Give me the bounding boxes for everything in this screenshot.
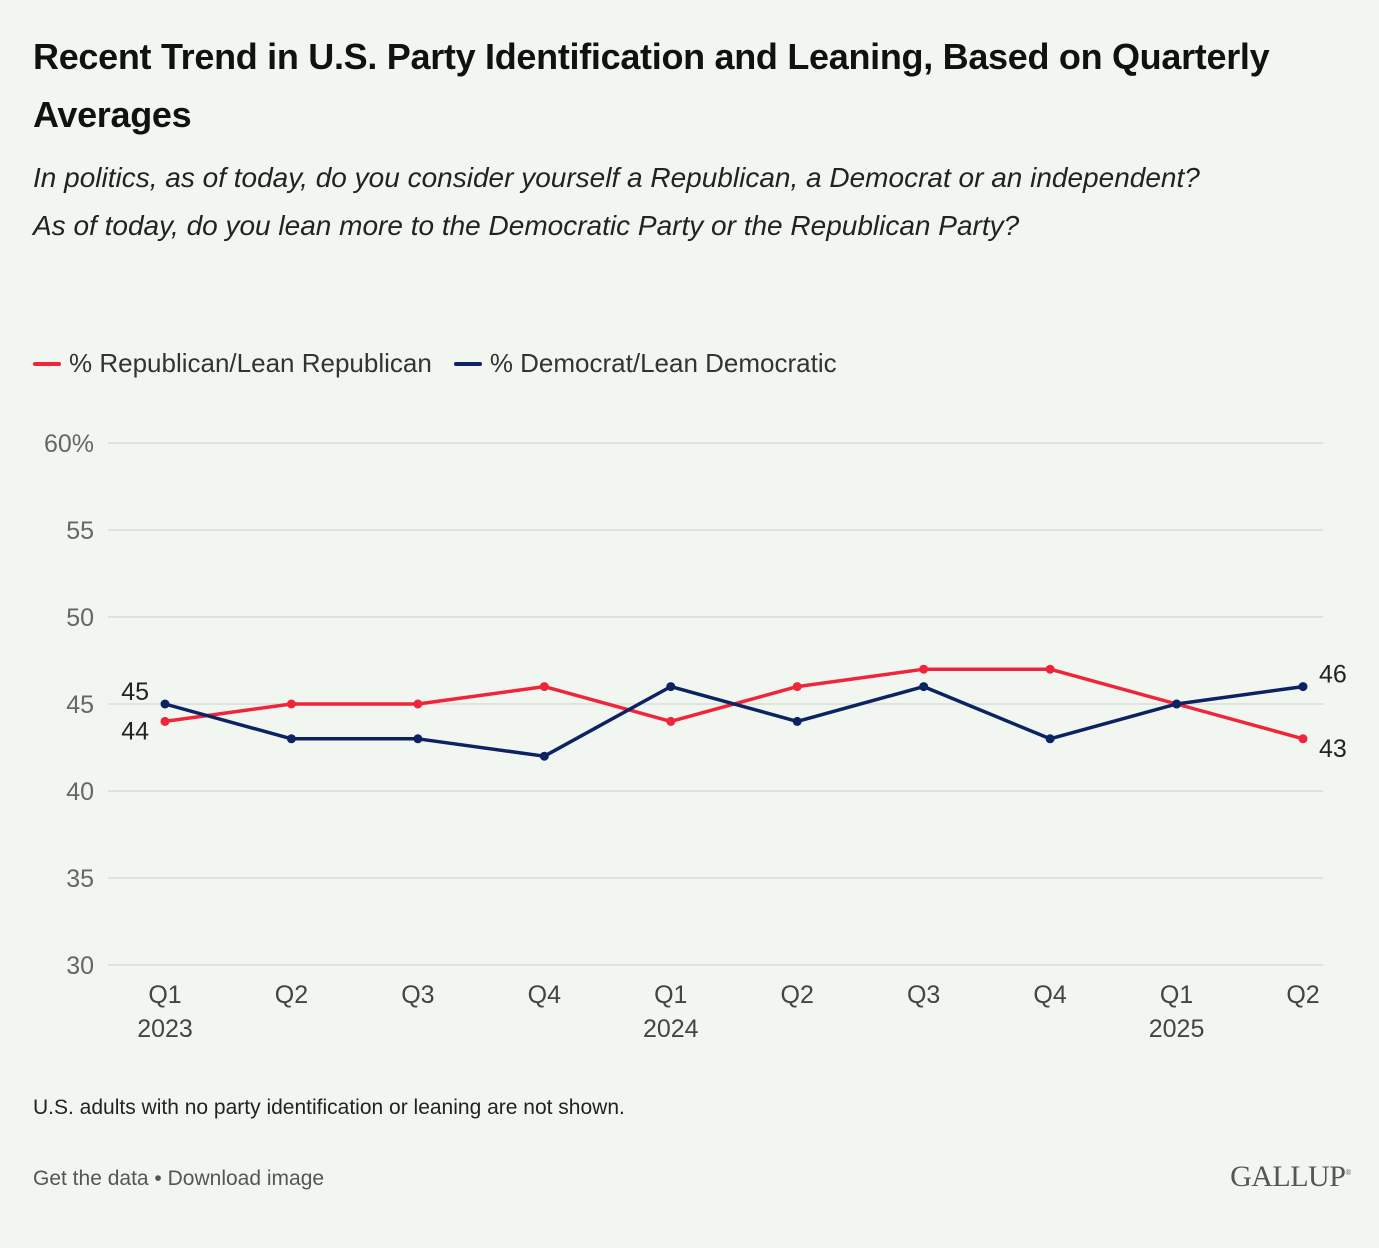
data-point-democrat bbox=[1045, 734, 1055, 744]
x-tick-label: Q1 bbox=[1160, 981, 1193, 1009]
footer-links: Get the data • Download image bbox=[33, 1167, 324, 1191]
data-point-republican bbox=[286, 699, 296, 709]
data-point-republican bbox=[1045, 664, 1055, 674]
chart-subtitle: In politics, as of today, do you conside… bbox=[33, 154, 1283, 250]
data-point-republican bbox=[413, 699, 423, 709]
x-tick-label: Q2 bbox=[1286, 981, 1319, 1009]
data-point-democrat bbox=[1298, 682, 1308, 692]
y-tick-label: 50 bbox=[66, 604, 94, 632]
data-label: 46 bbox=[1319, 661, 1347, 689]
data-point-republican bbox=[666, 716, 676, 726]
legend-label: % Republican/Lean Republican bbox=[69, 348, 432, 378]
gallup-logo: GALLUP® bbox=[1230, 1160, 1351, 1193]
data-point-republican bbox=[1298, 734, 1308, 744]
x-tick-label: Q3 bbox=[401, 981, 434, 1009]
y-tick-label: 30 bbox=[66, 952, 94, 980]
legend-item-republican: % Republican/Lean Republican bbox=[33, 348, 432, 379]
legend-swatch bbox=[453, 361, 482, 366]
chart-title: Recent Trend in U.S. Party Identificatio… bbox=[33, 36, 1270, 135]
series-line-democrat bbox=[164, 684, 1304, 758]
subtitle-line: In politics, as of today, do you conside… bbox=[33, 162, 1200, 193]
y-tick-label: 45 bbox=[66, 691, 94, 719]
y-tick-label: 35 bbox=[66, 865, 94, 893]
chart-note: U.S. adults with no party identification… bbox=[33, 1096, 625, 1119]
x-tick-label: Q3 bbox=[907, 981, 940, 1009]
x-tick-label: 2023 bbox=[137, 1015, 193, 1043]
data-point-republican bbox=[792, 682, 802, 692]
data-label: 43 bbox=[1319, 735, 1347, 763]
y-tick-label: 55 bbox=[66, 517, 94, 545]
logo-text: GALLUP bbox=[1230, 1160, 1346, 1193]
x-tick-label: Q1 bbox=[148, 981, 181, 1009]
y-tick-label: 40 bbox=[66, 778, 94, 806]
data-label: 45 bbox=[121, 678, 149, 706]
get-data-link[interactable]: Get the data bbox=[33, 1167, 149, 1190]
data-label: 44 bbox=[121, 717, 149, 745]
x-tick-label: 2024 bbox=[643, 1015, 699, 1043]
data-point-republican bbox=[919, 664, 929, 674]
x-tick-label: Q4 bbox=[1033, 981, 1066, 1009]
data-point-democrat bbox=[666, 682, 676, 692]
x-tick-label: 2025 bbox=[1149, 1015, 1205, 1043]
data-point-democrat bbox=[539, 751, 549, 761]
x-tick-label: Q2 bbox=[275, 981, 308, 1009]
data-point-democrat bbox=[792, 716, 802, 726]
legend: % Republican/Lean Republican % Democrat/… bbox=[33, 348, 837, 379]
data-point-democrat bbox=[160, 699, 170, 709]
y-tick-label: 60% bbox=[44, 430, 94, 458]
data-point-republican bbox=[539, 682, 549, 692]
x-tick-label: Q1 bbox=[654, 981, 687, 1009]
data-point-democrat bbox=[286, 734, 296, 744]
download-image-link[interactable]: Download image bbox=[167, 1167, 325, 1190]
data-point-democrat bbox=[413, 734, 423, 744]
x-tick-label: Q4 bbox=[528, 981, 561, 1009]
data-point-democrat bbox=[919, 682, 929, 692]
legend-item-democrat: % Democrat/Lean Democratic bbox=[453, 348, 837, 379]
data-point-democrat bbox=[1172, 699, 1182, 709]
separator: • bbox=[148, 1167, 168, 1190]
x-tick-label: Q2 bbox=[781, 981, 814, 1009]
data-point-republican bbox=[160, 716, 170, 726]
legend-swatch bbox=[33, 361, 61, 366]
legend-label: % Democrat/Lean Democratic bbox=[489, 348, 837, 378]
subtitle-line: As of today, do you lean more to the Dem… bbox=[33, 210, 1020, 241]
